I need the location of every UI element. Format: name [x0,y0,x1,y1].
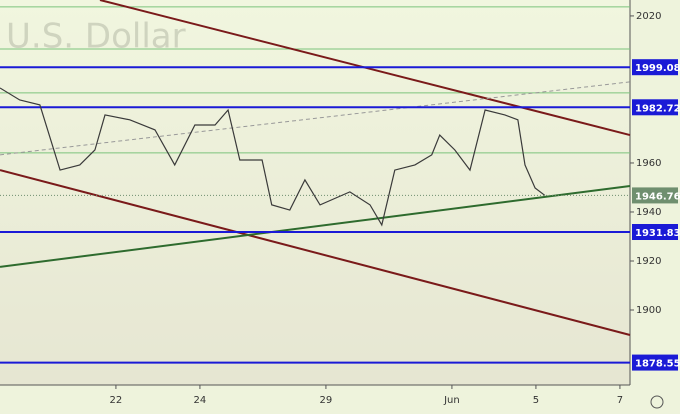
last-price-label: 1946.76 [635,191,680,202]
plot-area [0,0,630,385]
x-tick-label: 24 [194,395,207,406]
price-line [0,87,546,227]
x-tick-label: 22 [110,395,123,406]
price-label-box [632,224,678,241]
x-tick-label: 29 [320,395,333,406]
price-label-box [632,59,678,76]
price-label-box [632,354,678,371]
y-tick-label: 1960 [636,158,661,169]
last-price-box [632,187,678,204]
price-label: 1878.55 [635,359,680,370]
price-label: 1999.08 [635,63,680,74]
y-tick-label: 1920 [636,256,661,267]
x-tick-label: 5 [533,395,539,406]
price-label: 1931.83 [635,228,680,239]
trend-line [0,169,631,336]
x-axis-area [0,385,630,414]
x-tick-label: 7 [617,395,623,406]
y-tick-label: 1900 [636,305,661,316]
settings-icon[interactable] [650,395,664,409]
y-tick-label: 1940 [636,207,661,218]
plot-layer [0,0,631,364]
x-tick-label: Jun [443,395,460,406]
watermark-title: U.S. Dollar [6,17,186,57]
trend-line [0,81,631,156]
y-tick-label: 2020 [636,11,661,22]
price-label: 1982.72 [635,103,680,114]
trend-line [0,185,631,268]
price-label-box [632,99,678,116]
